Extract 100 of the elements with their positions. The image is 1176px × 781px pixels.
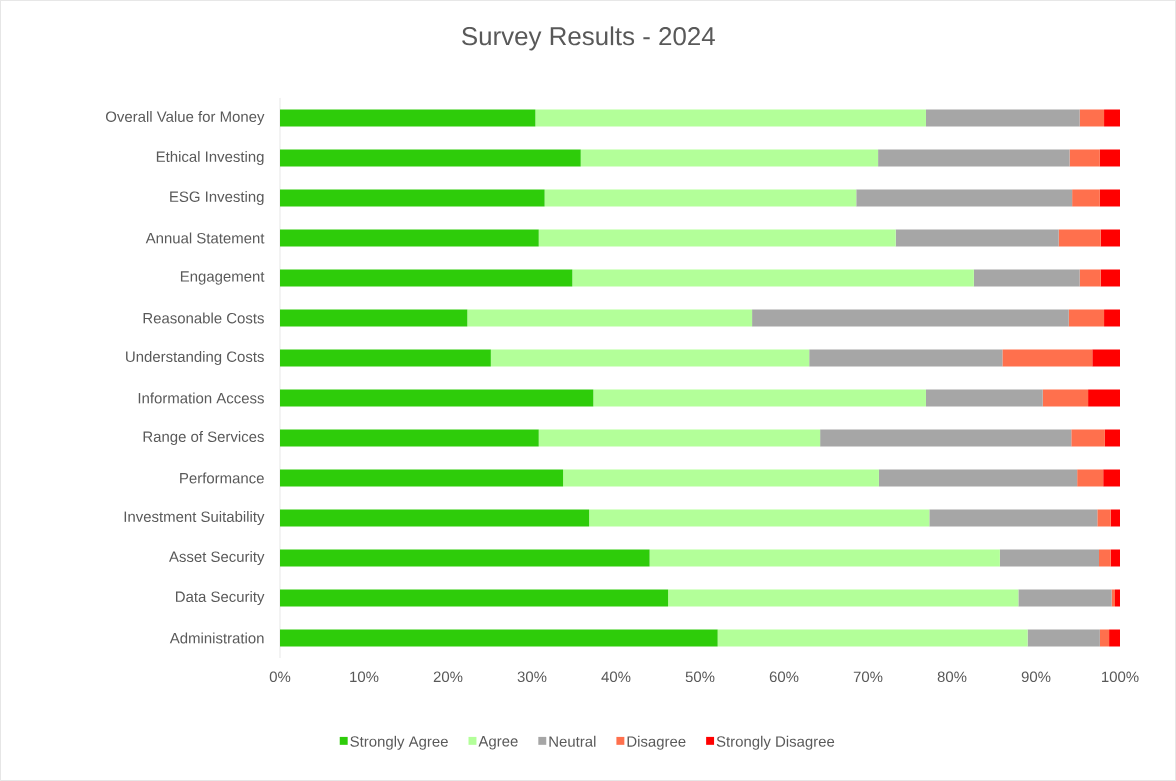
bar xyxy=(1104,309,1121,327)
bar xyxy=(280,469,564,487)
bar xyxy=(1079,269,1101,287)
x-tick-label: 90% xyxy=(1021,671,1051,683)
bar xyxy=(572,269,974,287)
bar xyxy=(717,629,1028,647)
bar xyxy=(1104,429,1121,447)
bar xyxy=(538,429,821,447)
bar xyxy=(535,109,926,127)
x-tick-label: 100% xyxy=(1102,671,1139,683)
y-tick-label: Understanding Costs xyxy=(126,351,264,365)
bar xyxy=(1071,429,1105,447)
bar xyxy=(820,429,1072,447)
bar xyxy=(925,389,1043,407)
y-tick-label: Annual Statement xyxy=(145,232,265,244)
y-tick-label: Data Security xyxy=(176,591,265,605)
bar xyxy=(925,109,1080,127)
bar xyxy=(1099,629,1110,647)
bar xyxy=(895,229,1059,247)
bar xyxy=(490,349,810,367)
y-tick-label: Investment Suitability xyxy=(124,511,265,525)
y-tick-label: Ethical Investing xyxy=(156,151,264,165)
legend-label: Disagree xyxy=(627,735,686,750)
bar xyxy=(589,509,930,527)
bar xyxy=(280,309,468,327)
bar xyxy=(1099,189,1121,207)
y-tick-label: Range of Services xyxy=(143,431,264,445)
bar xyxy=(593,389,926,407)
bar xyxy=(1088,389,1121,407)
bar xyxy=(929,509,1098,527)
chart-title: Survey Results - 2024 xyxy=(462,26,715,51)
bar xyxy=(280,389,594,407)
bar xyxy=(878,149,1070,167)
bar xyxy=(1110,509,1121,527)
bar xyxy=(280,149,581,167)
x-tick-label: 0% xyxy=(269,671,291,683)
bar xyxy=(1058,229,1101,247)
y-tick-label: Overall Value for Money xyxy=(105,111,265,125)
bar xyxy=(973,269,1080,287)
bar xyxy=(878,469,1078,487)
bar xyxy=(1100,269,1121,287)
x-tick-label: 80% xyxy=(937,671,967,683)
bar xyxy=(1100,229,1121,247)
bar xyxy=(1109,629,1121,647)
y-tick-label: ESG Investing xyxy=(170,191,264,205)
y-tick-label: Engagement xyxy=(180,271,265,285)
x-tick-label: 10% xyxy=(350,671,379,683)
bar xyxy=(280,589,669,607)
x-tick-label: 30% xyxy=(517,671,547,683)
bar xyxy=(1097,509,1111,527)
bar xyxy=(809,349,1003,367)
bar xyxy=(1077,469,1104,487)
x-tick-label: 50% xyxy=(685,671,715,683)
x-tick-label: 60% xyxy=(769,671,799,683)
bar xyxy=(1079,109,1105,127)
legend-label: Agree xyxy=(478,736,518,750)
bar xyxy=(1002,349,1093,367)
bar xyxy=(1092,349,1121,367)
bar xyxy=(856,189,1073,207)
y-tick-label: Performance xyxy=(180,472,264,484)
bar xyxy=(280,189,545,207)
bar xyxy=(563,469,879,487)
y-tick-label: Reasonable Costs xyxy=(143,312,264,324)
bar xyxy=(1042,389,1089,407)
bar xyxy=(1110,549,1121,567)
bar xyxy=(580,149,879,167)
bar xyxy=(544,189,857,207)
bar xyxy=(280,429,539,447)
bar xyxy=(1104,109,1121,127)
bar xyxy=(999,549,1100,567)
bar xyxy=(280,629,718,647)
bar xyxy=(1072,189,1100,207)
bar xyxy=(1114,589,1121,607)
bar xyxy=(280,349,491,367)
y-tick-label: Administration xyxy=(169,632,264,644)
x-tick-label: 70% xyxy=(853,671,883,683)
bar xyxy=(649,549,1000,567)
bar xyxy=(1068,309,1105,327)
bar xyxy=(1027,629,1100,647)
bar xyxy=(538,229,896,247)
bar xyxy=(1103,469,1121,487)
bar xyxy=(1099,149,1121,167)
bar xyxy=(752,309,1069,327)
x-tick-label: 40% xyxy=(601,671,631,683)
bar xyxy=(280,229,539,247)
bar xyxy=(280,509,590,527)
bar xyxy=(1018,589,1112,607)
bar xyxy=(280,109,536,127)
y-tick-label: Asset Security xyxy=(169,551,265,565)
bar xyxy=(280,549,650,567)
y-tick-label: Information Access xyxy=(138,392,264,404)
legend-label: Neutral xyxy=(549,735,596,747)
legend-label: Strongly Disagree xyxy=(716,735,835,750)
bar xyxy=(467,309,753,327)
bar xyxy=(280,269,573,287)
legend-label: Strongly Agree xyxy=(350,735,448,750)
bar xyxy=(1069,149,1100,167)
bar xyxy=(1099,549,1111,567)
bar xyxy=(668,589,1019,607)
x-tick-label: 20% xyxy=(433,671,463,683)
